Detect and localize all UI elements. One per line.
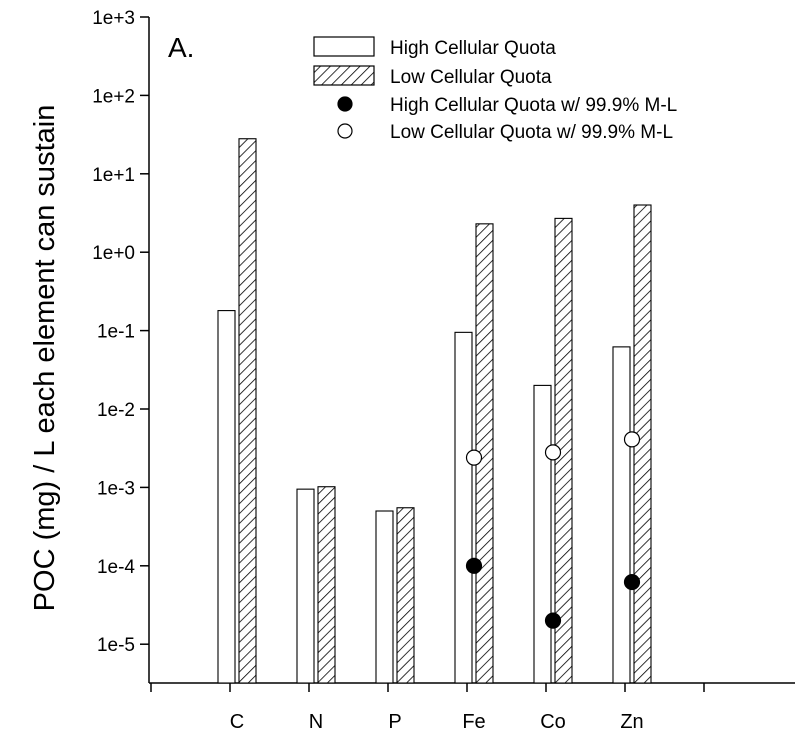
- legend-label-low-cellular-quota: Low Cellular Quota: [390, 67, 552, 88]
- bar-high-quota-fe: [454, 331, 473, 684]
- y-ticks: 1e-5 1e-4 1e-3 1e-2 1e-1 1e+0 1e+1 1e+2 1e+3: [92, 8, 149, 656]
- y-tick-label: 1e+2: [92, 86, 135, 107]
- legend-marker-low-quota-ml: [337, 123, 353, 139]
- x-category-label: C: [230, 711, 244, 733]
- y-tick-label: 1e-4: [97, 557, 135, 578]
- x-category-label: Fe: [462, 711, 485, 733]
- bar-low-quota-n: [317, 486, 336, 684]
- y-axis-label: POC (mg) / L each element can sustain: [29, 105, 61, 612]
- x-ticks: C N P Fe Co Zn: [150, 683, 705, 733]
- y-tick-label: 1e+1: [92, 165, 135, 186]
- point-low-quota-ml-co: [544, 444, 562, 461]
- x-category-label: Zn: [620, 711, 643, 733]
- y-tick-label: 1e-5: [97, 635, 135, 656]
- legend-swatch-low-cellular-quota: [313, 65, 375, 86]
- legend: High Cellular Quota Low Cellular Quota H…: [313, 36, 677, 143]
- bars: [217, 138, 652, 684]
- point-low-quota-ml-fe: [465, 449, 483, 466]
- point-high-quota-ml-zn: [623, 573, 641, 591]
- bar-high-quota-p: [375, 510, 394, 684]
- bar-high-quota-n: [296, 488, 315, 684]
- bar-high-quota-co: [533, 384, 552, 684]
- legend-swatch-high-cellular-quota: [313, 36, 375, 57]
- point-high-quota-ml-co: [544, 612, 562, 629]
- bar-low-quota-c: [238, 138, 257, 684]
- legend-marker-high-quota-ml: [337, 96, 353, 112]
- y-tick-label: 1e+3: [92, 8, 135, 29]
- legend-label-high-cellular-quota: High Cellular Quota: [390, 38, 556, 59]
- y-tick-label: 1e-3: [97, 478, 135, 499]
- points: [465, 431, 641, 629]
- x-category-label: Co: [540, 711, 566, 733]
- bar-low-quota-p: [396, 507, 415, 684]
- y-tick-label: 1e+0: [92, 243, 135, 264]
- point-high-quota-ml-fe: [465, 557, 483, 574]
- y-tick-label: 1e-2: [97, 400, 135, 421]
- panel-label: A.: [168, 32, 194, 63]
- point-low-quota-ml-zn: [623, 431, 641, 448]
- y-tick-label: 1e-1: [97, 322, 135, 343]
- bar-high-quota-zn: [612, 346, 631, 684]
- legend-label-low-quota-ml: Low Cellular Quota w/ 99.9% M-L: [390, 122, 673, 143]
- x-category-label: P: [388, 711, 401, 733]
- x-category-label: N: [309, 711, 323, 733]
- legend-label-high-quota-ml: High Cellular Quota w/ 99.9% M-L: [390, 95, 677, 116]
- bar-high-quota-c: [217, 310, 236, 684]
